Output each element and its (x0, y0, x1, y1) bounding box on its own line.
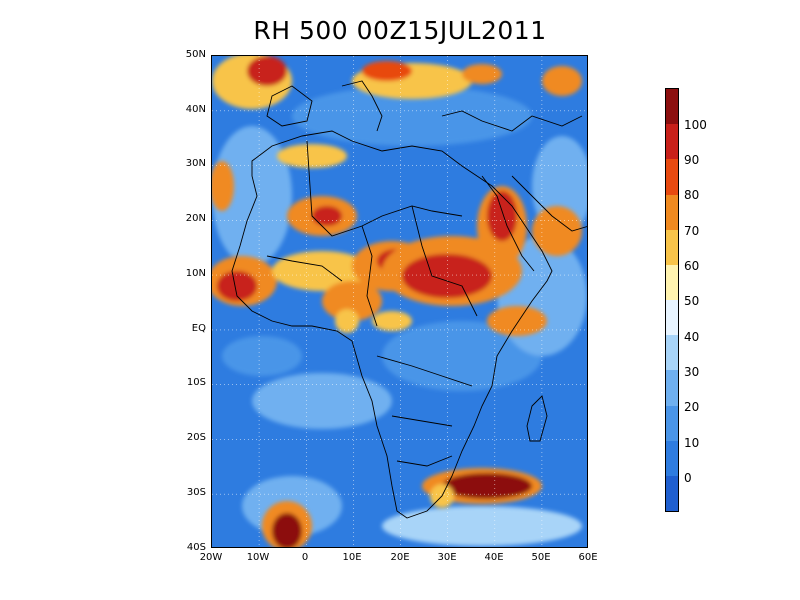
colorbar-label-10: 10 (684, 436, 700, 450)
lat-label-30n: 30N (185, 158, 206, 169)
lat-label-10s: 10S (186, 377, 206, 388)
colorbar-segment (666, 229, 678, 265)
colorbar (665, 88, 679, 512)
colorbar-label-60: 60 (684, 259, 700, 273)
lat-label-40s: 40S (186, 542, 206, 553)
lon-label-20e: 20E (390, 552, 410, 563)
lat-label-20n: 20N (185, 213, 206, 224)
colorbar-segment (666, 158, 678, 195)
colorbar-segment (666, 88, 678, 125)
lon-label-50e: 50E (531, 552, 551, 563)
map-title: RH 500 00Z15JUL2011 (253, 16, 547, 45)
rh-field (212, 56, 587, 547)
colorbar-segment (666, 194, 678, 230)
lat-label-30s: 30S (186, 487, 206, 498)
lat-label-50n: 50N (185, 49, 206, 60)
colorbar-label-30: 30 (684, 365, 700, 379)
colorbar-segment (666, 299, 678, 336)
colorbar-label-100: 100 (684, 118, 707, 132)
colorbar-label-0: 0 (684, 471, 692, 485)
lat-label-40n: 40N (185, 104, 206, 115)
colorbar-segment (666, 264, 678, 300)
lon-label-10w: 10W (246, 552, 270, 563)
lon-label-30e: 30E (437, 552, 457, 563)
lon-label-40e: 40E (484, 552, 504, 563)
moist-patches (212, 56, 582, 547)
colorbar-label-80: 80 (684, 188, 700, 202)
coastlines (231, 80, 587, 519)
colorbar-label-40: 40 (684, 330, 700, 344)
map-plot-area[interactable] (211, 55, 588, 548)
lat-label-10n: 10N (185, 268, 206, 279)
colorbar-segment (666, 475, 678, 511)
lon-label-60e: 60E (578, 552, 598, 563)
colorbar-label-20: 20 (684, 400, 700, 414)
lat-label-20s: 20S (186, 432, 206, 443)
colorbar-segment (666, 334, 678, 371)
colorbar-label-70: 70 (684, 224, 700, 238)
colorbar-segment (666, 405, 678, 441)
lon-label-0: 0 (301, 552, 309, 563)
lat-label-eq: EQ (191, 323, 206, 334)
lon-label-20w: 20W (199, 552, 223, 563)
colorbar-label-50: 50 (684, 294, 700, 308)
colorbar-label-90: 90 (684, 153, 700, 167)
colorbar-segment (666, 123, 678, 160)
colorbar-segment (666, 440, 678, 476)
colorbar-segment (666, 369, 678, 406)
graticule (212, 56, 587, 547)
lon-label-10e: 10E (342, 552, 362, 563)
